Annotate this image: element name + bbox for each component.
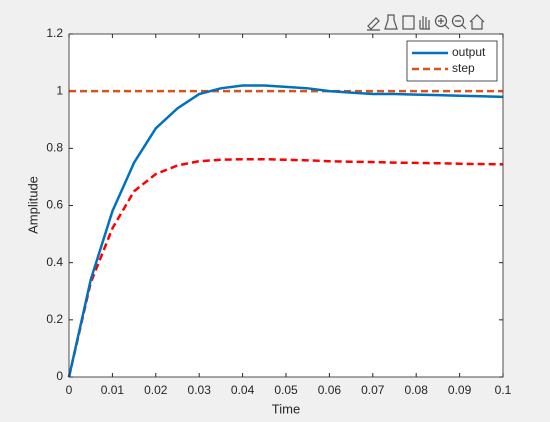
legend-label: step [452,61,475,75]
x-tick-label: 0.09 [448,383,472,397]
toolbar[interactable] [367,14,485,31]
x-tick-label: 0.02 [144,383,168,397]
zoom-in-icon[interactable] [434,14,448,28]
zoom-out-icon[interactable] [451,14,465,28]
axes-background [69,34,503,377]
x-tick-label: 0.08 [405,383,429,397]
y-axis-label: Amplitude [25,176,40,234]
x-tick-label: 0.04 [231,383,255,397]
x-tick-label: 0.01 [101,383,125,397]
y-tick-label: 1.2 [46,26,63,40]
x-tick-label: 0.05 [274,383,298,397]
y-tick-label: 0.2 [46,312,63,326]
x-tick-label: 0.07 [361,383,385,397]
series-line [67,84,504,378]
pan-icon[interactable] [419,16,430,30]
brush-icon[interactable] [367,17,380,31]
x-tick-label: 0 [66,383,73,397]
legend-label: output [452,45,486,59]
y-tick-label: 1 [56,83,63,97]
series-line [67,157,504,378]
x-axis-label: Time [272,401,300,416]
y-tick-label: 0 [56,369,63,383]
legend-icon[interactable] [402,15,415,30]
y-tick-label: 0.4 [46,255,63,269]
y-tick-label: 0.8 [46,141,63,155]
y-tick-label: 0.6 [46,198,63,212]
legend-box [406,40,498,82]
data-tip-icon[interactable] [384,14,398,30]
x-tick-label: 0.03 [188,383,212,397]
axes-box [68,33,504,378]
home-icon[interactable] [469,14,485,30]
x-tick-label: 0.06 [318,383,342,397]
x-tick-label: 0.1 [495,383,512,397]
